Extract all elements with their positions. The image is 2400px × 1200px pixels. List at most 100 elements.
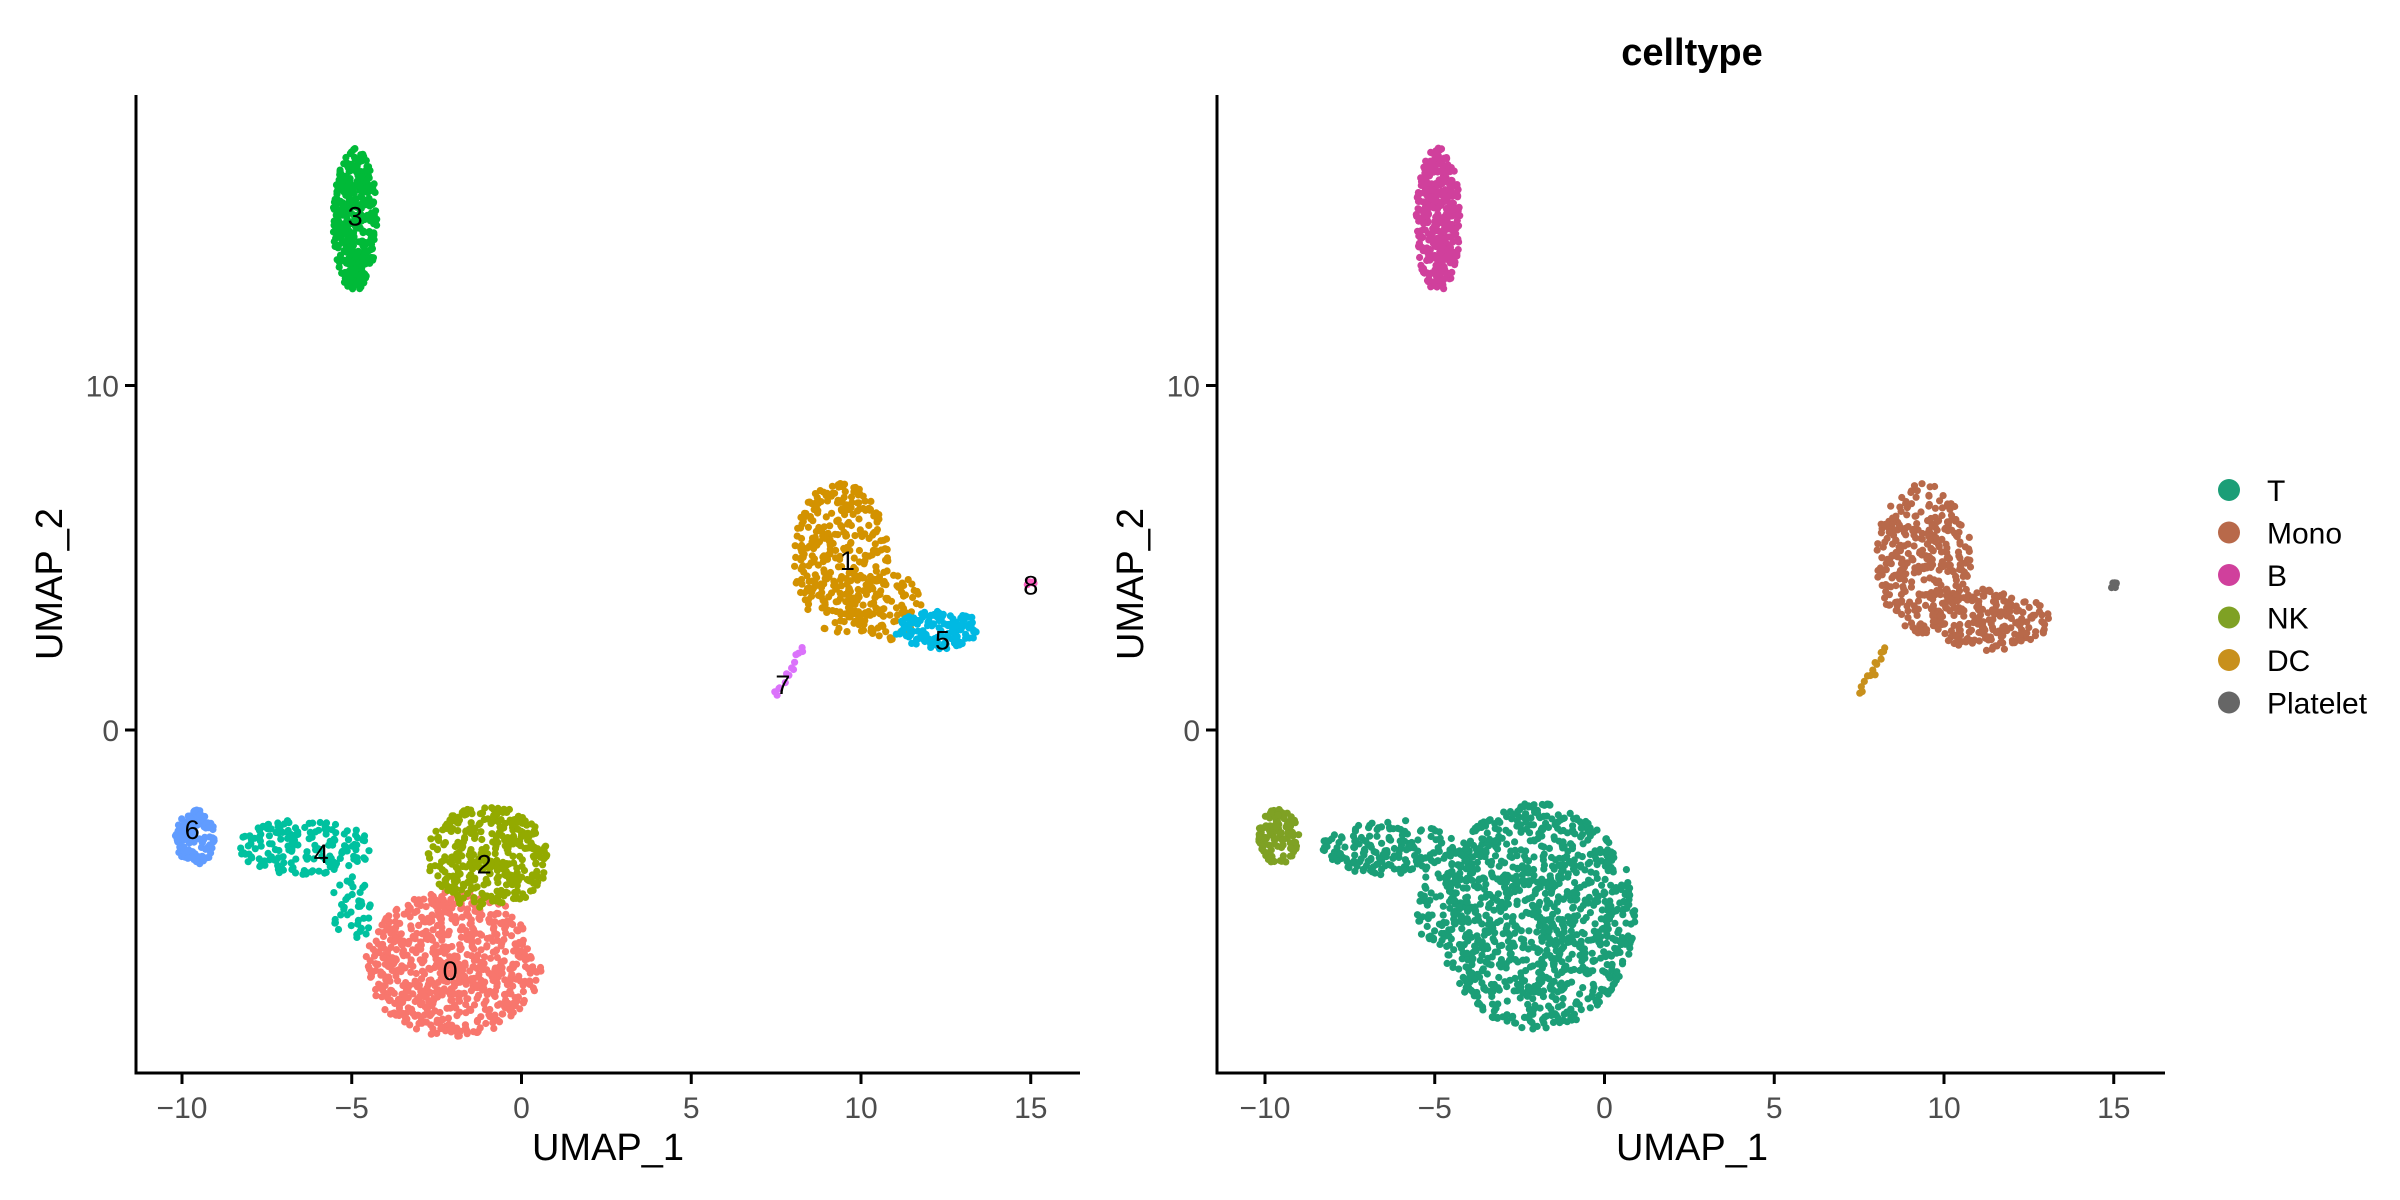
series-4 bbox=[237, 817, 374, 942]
legend-label: Platelet bbox=[2267, 688, 2368, 721]
data-point bbox=[1413, 212, 1421, 220]
data-point bbox=[469, 1028, 478, 1036]
data-point bbox=[1500, 808, 1508, 816]
data-point bbox=[865, 504, 873, 512]
data-point bbox=[806, 498, 814, 506]
data-point bbox=[294, 841, 302, 849]
data-point bbox=[499, 858, 507, 867]
data-point bbox=[270, 856, 278, 864]
data-point bbox=[336, 178, 344, 186]
data-point bbox=[1932, 534, 1940, 542]
data-point bbox=[251, 845, 259, 853]
data-point bbox=[1927, 604, 1935, 613]
data-point bbox=[1619, 957, 1627, 965]
data-point bbox=[378, 982, 386, 990]
data-point bbox=[935, 624, 943, 632]
data-point bbox=[1478, 979, 1486, 987]
data-point bbox=[869, 585, 877, 593]
data-point bbox=[1353, 862, 1361, 870]
data-point bbox=[1437, 199, 1445, 207]
data-point bbox=[440, 977, 448, 985]
data-point bbox=[519, 988, 528, 996]
data-point bbox=[352, 826, 360, 834]
data-point bbox=[862, 581, 870, 589]
data-point bbox=[393, 912, 401, 920]
data-point bbox=[1280, 815, 1288, 823]
data-point bbox=[476, 903, 484, 911]
data-point bbox=[807, 559, 815, 567]
data-point bbox=[493, 863, 501, 872]
data-point bbox=[1556, 1019, 1564, 1027]
data-point bbox=[1614, 929, 1622, 937]
data-point bbox=[1956, 540, 1964, 548]
data-point bbox=[180, 820, 188, 828]
data-point bbox=[820, 523, 828, 531]
data-point bbox=[2010, 639, 2019, 647]
data-point bbox=[1462, 856, 1471, 864]
data-point bbox=[1570, 965, 1578, 974]
data-point bbox=[2020, 598, 2028, 606]
data-point bbox=[420, 1011, 429, 1019]
data-point bbox=[1545, 975, 1553, 983]
data-point bbox=[337, 911, 345, 919]
data-point bbox=[1988, 606, 1997, 614]
x-ticks: −10 −5 0 5 10 15 bbox=[1240, 1073, 2130, 1125]
data-point bbox=[496, 898, 504, 906]
data-point bbox=[1518, 1024, 1526, 1032]
data-point bbox=[1517, 821, 1525, 829]
data-point bbox=[1434, 205, 1442, 213]
data-point bbox=[1539, 1017, 1547, 1025]
data-point bbox=[843, 628, 851, 636]
data-point bbox=[491, 844, 500, 853]
data-point bbox=[257, 830, 265, 838]
data-point bbox=[1929, 547, 1937, 555]
data-point bbox=[1278, 857, 1286, 865]
data-point bbox=[1857, 683, 1865, 691]
data-point bbox=[454, 869, 462, 878]
data-point bbox=[1559, 934, 1567, 942]
data-point bbox=[1463, 898, 1471, 907]
data-point bbox=[1975, 614, 1983, 622]
data-point bbox=[1944, 637, 1952, 645]
data-point bbox=[853, 499, 862, 507]
data-point bbox=[2012, 619, 2020, 627]
data-point bbox=[444, 1014, 452, 1022]
data-point bbox=[1535, 975, 1543, 984]
data-point bbox=[1496, 818, 1504, 827]
data-point bbox=[1605, 915, 1614, 923]
data-point bbox=[1437, 228, 1445, 236]
data-point bbox=[1333, 844, 1341, 852]
data-point bbox=[1462, 984, 1470, 992]
data-point bbox=[833, 628, 842, 636]
data-point bbox=[434, 872, 442, 880]
data-point bbox=[1420, 219, 1428, 228]
data-point bbox=[471, 884, 479, 892]
data-point bbox=[464, 889, 472, 898]
data-point bbox=[183, 847, 192, 856]
x-tick-label: −10 bbox=[157, 1092, 208, 1125]
data-point bbox=[1525, 927, 1533, 935]
data-point bbox=[492, 833, 500, 841]
data-point bbox=[1582, 914, 1590, 922]
data-point bbox=[479, 856, 487, 864]
data-point bbox=[1974, 600, 1983, 608]
data-point bbox=[1287, 844, 1295, 853]
data-point bbox=[1943, 549, 1951, 557]
data-point bbox=[264, 849, 272, 858]
legend-item: T bbox=[2218, 475, 2285, 508]
data-point bbox=[1551, 856, 1560, 864]
data-point bbox=[1390, 865, 1398, 873]
data-point bbox=[1444, 233, 1452, 241]
data-point bbox=[350, 146, 358, 154]
data-point bbox=[479, 865, 487, 873]
data-point bbox=[811, 582, 819, 591]
data-point bbox=[869, 610, 878, 618]
data-point bbox=[1266, 854, 1274, 862]
data-point bbox=[1554, 893, 1563, 901]
data-point bbox=[426, 867, 434, 875]
data-point bbox=[865, 534, 873, 543]
data-point bbox=[1604, 990, 1612, 998]
data-point bbox=[430, 995, 438, 1003]
data-point bbox=[1509, 811, 1517, 819]
data-point bbox=[434, 930, 443, 938]
